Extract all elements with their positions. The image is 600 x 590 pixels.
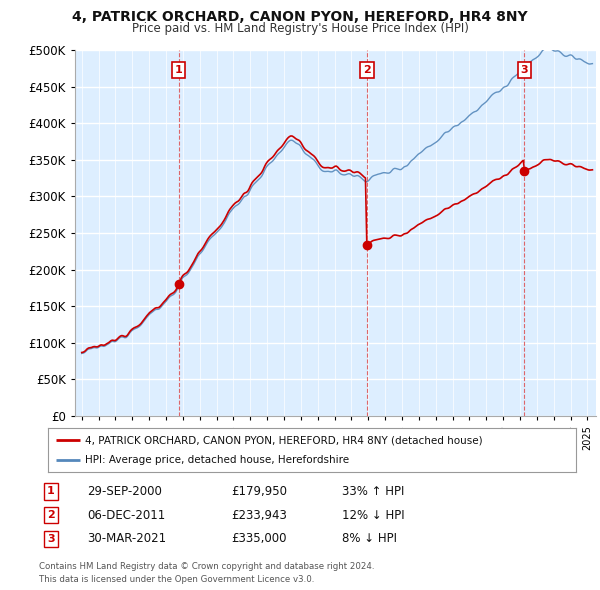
Text: 29-SEP-2000: 29-SEP-2000 [87,485,162,498]
Text: 1: 1 [175,65,182,76]
Text: 06-DEC-2011: 06-DEC-2011 [87,509,165,522]
Text: Price paid vs. HM Land Registry's House Price Index (HPI): Price paid vs. HM Land Registry's House … [131,22,469,35]
Text: 33% ↑ HPI: 33% ↑ HPI [342,485,404,498]
Text: 2: 2 [363,65,371,76]
Text: 4, PATRICK ORCHARD, CANON PYON, HEREFORD, HR4 8NY (detached house): 4, PATRICK ORCHARD, CANON PYON, HEREFORD… [85,435,482,445]
Text: 3: 3 [47,534,55,543]
Text: 4, PATRICK ORCHARD, CANON PYON, HEREFORD, HR4 8NY: 4, PATRICK ORCHARD, CANON PYON, HEREFORD… [72,10,528,24]
Text: £335,000: £335,000 [231,532,287,545]
Text: £233,943: £233,943 [231,509,287,522]
Text: Contains HM Land Registry data © Crown copyright and database right 2024.: Contains HM Land Registry data © Crown c… [39,562,374,571]
Text: 2: 2 [47,510,55,520]
Text: 8% ↓ HPI: 8% ↓ HPI [342,532,397,545]
Text: 12% ↓ HPI: 12% ↓ HPI [342,509,404,522]
Text: This data is licensed under the Open Government Licence v3.0.: This data is licensed under the Open Gov… [39,575,314,584]
Text: £179,950: £179,950 [231,485,287,498]
Text: 3: 3 [520,65,528,76]
Text: 1: 1 [47,487,55,496]
Text: HPI: Average price, detached house, Herefordshire: HPI: Average price, detached house, Here… [85,455,349,466]
Text: 30-MAR-2021: 30-MAR-2021 [87,532,166,545]
